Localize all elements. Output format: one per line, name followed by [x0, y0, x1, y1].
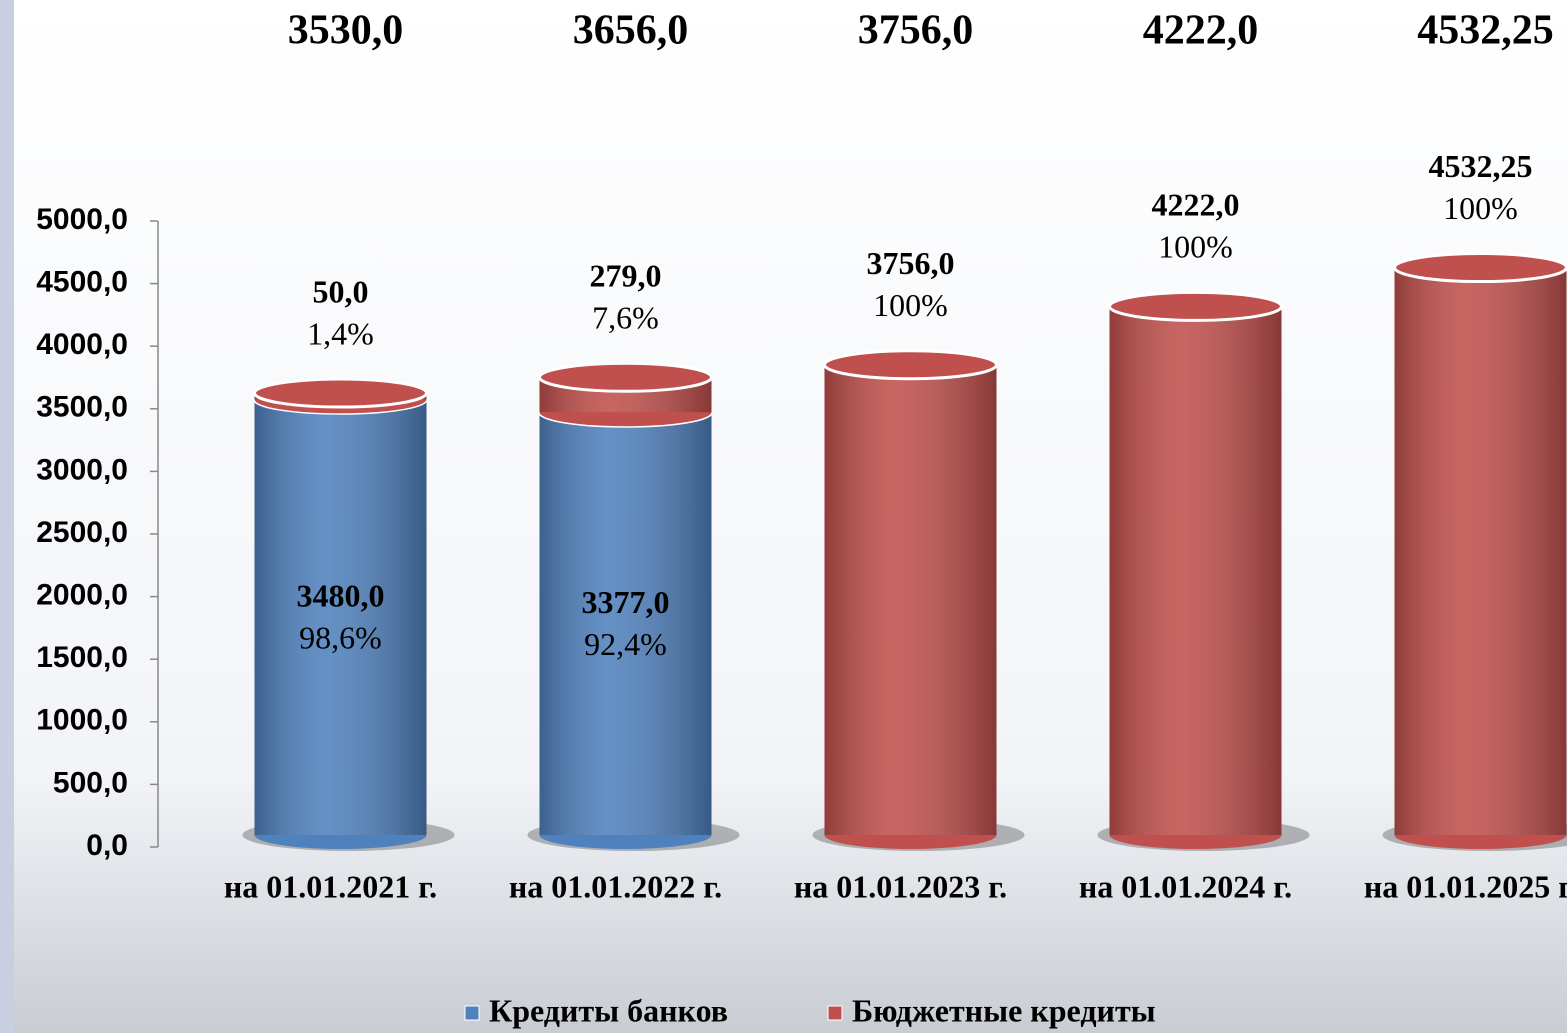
- share-label: 100%: [1443, 190, 1518, 226]
- share-label: 100%: [1158, 229, 1233, 265]
- y-tick-label: 2000,0: [36, 579, 128, 612]
- share-label: 98,6%: [299, 619, 382, 655]
- y-tick-label: 2500,0: [36, 516, 128, 549]
- x-tick-label: на 01.01.2024 г.: [1079, 868, 1292, 904]
- bar-top: [1393, 252, 1567, 284]
- total-label: 3756,0: [858, 8, 974, 54]
- x-tick-label: на 01.01.2023 г.: [794, 868, 1007, 904]
- x-tick-label: на 01.01.2021 г.: [224, 868, 437, 904]
- y-tick-label: 3000,0: [36, 453, 128, 486]
- bar-top: [253, 377, 428, 409]
- y-tick-label: 4500,0: [36, 266, 128, 299]
- bar-top: [823, 349, 998, 381]
- legend-swatch: [464, 1005, 480, 1021]
- total-label: 4222,0: [1143, 8, 1259, 54]
- share-label: 100%: [873, 287, 948, 323]
- x-tick-label: на 01.01.2022 г.: [509, 868, 722, 904]
- bar-shade: [1394, 267, 1567, 836]
- value-label: 279,0: [590, 258, 662, 294]
- bar-shade: [1109, 306, 1282, 835]
- y-tick-label: 0,0: [86, 829, 128, 862]
- share-label: 7,6%: [592, 300, 659, 336]
- y-tick-label: 1000,0: [36, 704, 128, 737]
- x-tick-label: на 01.01.2025 г.: [1364, 868, 1567, 904]
- bar-shade: [539, 412, 712, 835]
- y-tick-label: 500,0: [53, 766, 128, 799]
- value-label: 4222,0: [1152, 187, 1240, 223]
- value-label: 3756,0: [867, 245, 955, 281]
- side-band: [0, 0, 14, 1033]
- bar-shade: [254, 399, 427, 835]
- value-label: 50,0: [313, 273, 369, 309]
- value-label: 3377,0: [582, 584, 670, 620]
- share-label: 92,4%: [584, 626, 667, 662]
- y-tick-label: 1500,0: [36, 641, 128, 674]
- total-label: 4532,25: [1417, 8, 1554, 54]
- y-tick-label: 3500,0: [36, 391, 128, 424]
- total-label: 3530,0: [288, 8, 404, 54]
- value-label: 4532,25: [1429, 148, 1533, 184]
- y-tick-label: 5000,0: [36, 203, 128, 236]
- share-label: 1,4%: [307, 315, 374, 351]
- legend-label: Бюджетные кредиты: [852, 992, 1156, 1028]
- legend-label: Кредиты банков: [489, 992, 728, 1028]
- bar-shade: [824, 364, 997, 835]
- value-label: 3480,0: [297, 577, 385, 613]
- y-tick-label: 4000,0: [36, 328, 128, 361]
- total-label: 3656,0: [573, 8, 689, 54]
- bar-top: [538, 361, 713, 393]
- bar-top: [1108, 290, 1283, 322]
- legend-swatch: [827, 1005, 843, 1021]
